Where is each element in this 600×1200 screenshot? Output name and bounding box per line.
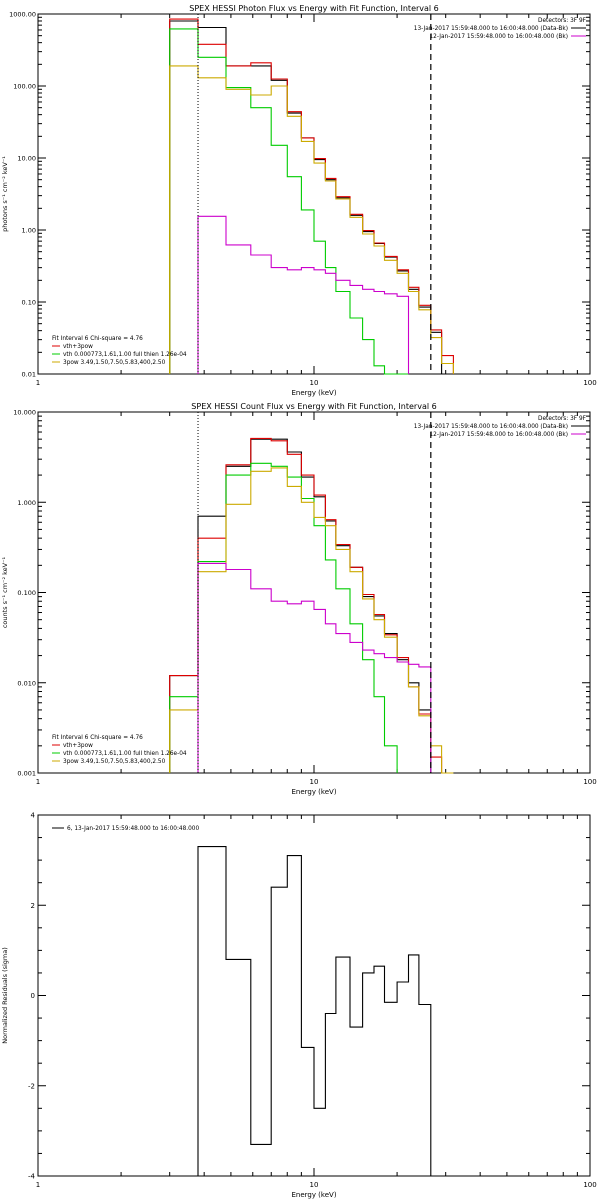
y-tick-label: 0.10: [22, 299, 36, 307]
y-tick-label: 1.00: [22, 227, 36, 235]
y-axis-label: counts s⁻¹ cm⁻² keV⁻¹: [1, 556, 9, 628]
y-tick-label: 2: [31, 902, 35, 910]
y-tick-label: -4: [28, 1173, 36, 1181]
fit-header-label: Fit Interval 6 Chi-square = 4.76: [52, 336, 143, 342]
y-axis-label: Normalized Residuals (sigma): [1, 947, 9, 1044]
residual-legend-label: 6, 13-Jan-2017 15:59:48.000 to 16:00:48.…: [67, 826, 199, 832]
fit-legend-label: vth 0.000773,1.61,1.00 full thien 1.26e-…: [63, 352, 187, 358]
x-tick-label: 100: [583, 379, 596, 387]
y-tick-label: 1000.00: [9, 11, 36, 19]
y-tick-label: 100.00: [13, 83, 36, 91]
y-tick-label: 4: [31, 812, 36, 820]
series-bk-line: [197, 215, 410, 374]
detectors-label: Detectors: 3F 9F: [538, 18, 586, 24]
y-tick-label: 0.100: [17, 589, 36, 597]
fit-legend-label: vth+3pow: [63, 344, 93, 350]
data-interval-label: 13-Jan-2017 15:59:48.000 to 16:00:48.000…: [414, 26, 568, 32]
x-tick-label: 10: [310, 379, 319, 387]
series-data-line: [169, 20, 443, 374]
x-axis-label: Energy (keV): [291, 1191, 336, 1199]
chart-title: SPEX HESSI Photon Flux vs Energy with Fi…: [189, 4, 439, 13]
series-vth-line: [169, 28, 409, 375]
y-tick-label: 10.000: [13, 409, 36, 417]
x-tick-label: 10: [310, 778, 319, 786]
x-tick-label: 100: [583, 1181, 596, 1189]
bk-interval-label: 12-Jan-2017 15:59:48.000 to 16:00:48.000…: [429, 432, 568, 438]
series-bk-line: [197, 562, 432, 773]
y-tick-label: 10.00: [17, 155, 36, 163]
x-tick-label: 10: [310, 1181, 319, 1189]
y-tick-label: -2: [28, 1082, 35, 1090]
y-axis-label: photons s⁻¹ cm⁻² keV⁻¹: [1, 156, 9, 232]
plot-frame-0: [37, 13, 591, 375]
y-tick-label: 0.01: [22, 371, 36, 379]
plot-frame-2: [37, 814, 591, 1177]
x-tick-label: 1: [36, 778, 40, 786]
plot-frame-1: [37, 411, 591, 774]
fit-legend-label: 3pow 3.49,1.50,7.50,5.83,400,2.50: [63, 759, 166, 765]
series-pow-line: [169, 467, 454, 774]
series-pow-line: [169, 65, 454, 374]
y-tick-label: 0.010: [17, 679, 36, 687]
x-axis-label: Energy (keV): [291, 788, 336, 796]
residuals-line: [197, 846, 432, 1176]
x-axis-label: Energy (keV): [291, 389, 336, 397]
y-tick-label: 1.000: [17, 499, 36, 507]
fit-legend-label: 3pow 3.49,1.50,7.50,5.83,400,2.50: [63, 360, 166, 366]
fit-legend-label: vth 0.000773,1.61,1.00 full thien 1.26e-…: [63, 751, 187, 757]
series-total-line: [169, 437, 443, 773]
data-interval-label: 13-Jan-2017 15:59:48.000 to 16:00:48.000…: [414, 424, 568, 430]
series-total-line: [169, 18, 454, 374]
bk-interval-label: 12-Jan-2017 15:59:48.000 to 16:00:48.000…: [429, 34, 568, 40]
fit-header-label: Fit Interval 6 Chi-square = 4.76: [52, 735, 143, 741]
chart-title: SPEX HESSI Count Flux vs Energy with Fit…: [191, 402, 436, 411]
y-tick-label: 0.001: [17, 770, 36, 778]
fit-legend-label: vth+3pow: [63, 743, 93, 749]
series-vth-line: [169, 462, 398, 773]
x-tick-label: 1: [36, 379, 40, 387]
y-tick-label: 0: [31, 992, 35, 1000]
detectors-label: Detectors: 3F 9F: [538, 416, 586, 422]
x-tick-label: 1: [36, 1181, 40, 1189]
series-data-line: [169, 438, 432, 773]
x-tick-label: 100: [583, 778, 596, 786]
